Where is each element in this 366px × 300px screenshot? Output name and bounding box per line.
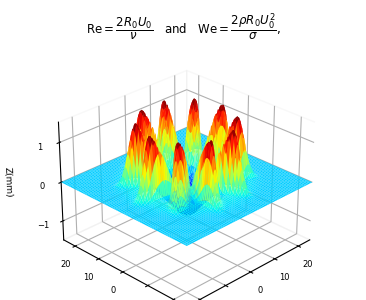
Text: $\mathrm{Re} = \dfrac{2R_0U_0}{\nu}$$\quad \mathrm{and} \quad$$\mathrm{We} = \df: $\mathrm{Re} = \dfrac{2R_0U_0}{\nu}$$\qu… — [86, 12, 280, 42]
